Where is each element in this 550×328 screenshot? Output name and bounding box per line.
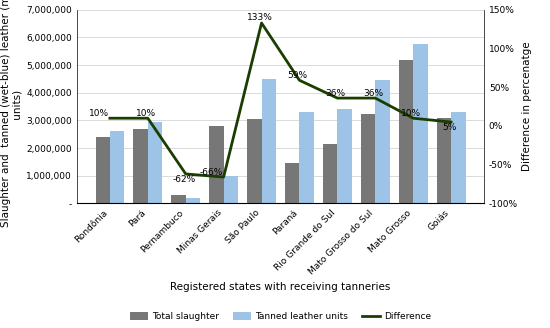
Bar [247,119,262,203]
Bar [361,113,375,203]
Bar [224,176,238,203]
Bar [209,126,224,203]
Difference [334,96,340,100]
Bar [299,112,314,203]
Legend: Total slaughter, Tanned leather units, Difference: Total slaughter, Tanned leather units, D… [126,309,435,325]
Text: 36%: 36% [326,89,345,98]
Difference [448,120,454,124]
Y-axis label: Difference in percenatge: Difference in percenatge [522,42,532,172]
Bar [375,80,390,203]
Difference [221,175,227,179]
Bar [323,144,337,203]
Bar [285,163,299,203]
Text: 10%: 10% [136,110,156,118]
Difference [145,116,151,120]
Bar [134,129,148,203]
Bar [148,122,162,203]
Bar [399,60,413,203]
X-axis label: Registered states with receiving tanneries: Registered states with receiving tanneri… [170,282,390,292]
Difference [107,116,113,120]
Difference [372,96,378,100]
Text: 5%: 5% [442,123,456,132]
Bar [413,44,427,203]
Y-axis label: Slaughter and  tanned (wet-blue) leather (mln
 units): Slaughter and tanned (wet-blue) leather … [1,0,22,227]
Text: 133%: 133% [247,13,273,22]
Text: -66%: -66% [200,168,223,177]
Difference [296,78,303,82]
Difference [183,172,189,176]
Bar [437,118,451,203]
Text: 59%: 59% [288,71,307,80]
Bar [186,198,200,203]
Text: 10%: 10% [89,110,108,118]
Text: -62%: -62% [172,175,195,184]
Bar [171,195,186,203]
Text: 10%: 10% [402,110,421,118]
Bar [96,137,110,203]
Bar [451,112,465,203]
Difference [410,116,416,120]
Bar [337,109,352,203]
Bar [262,79,276,203]
Line: Difference: Difference [110,23,451,177]
Bar [110,132,124,203]
Text: 36%: 36% [364,89,383,98]
Difference [258,21,265,25]
